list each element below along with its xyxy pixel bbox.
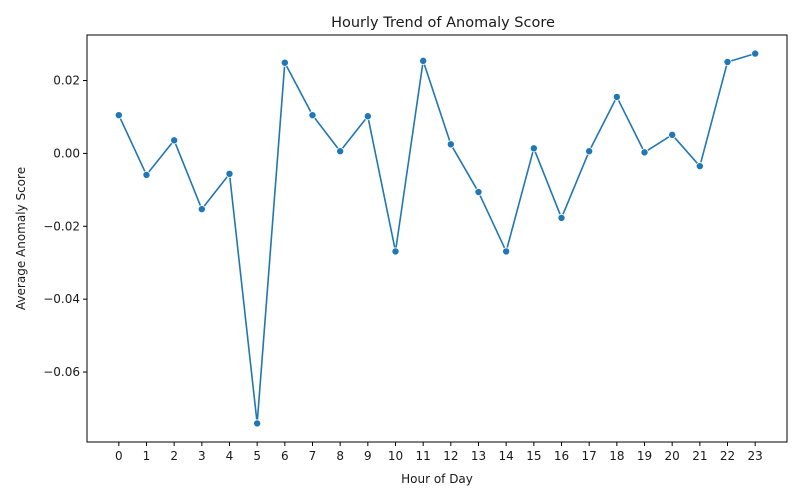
x-tick-label: 9: [364, 449, 372, 463]
x-tick-label: 8: [336, 449, 344, 463]
data-point-hour-20: [668, 130, 677, 139]
x-tick-label: 11: [416, 449, 431, 463]
x-tick-label: 19: [637, 449, 652, 463]
x-tick-label: 5: [253, 449, 261, 463]
data-point-hour-13: [474, 188, 483, 197]
y-tick-label: −0.02: [43, 219, 80, 233]
data-points: [114, 49, 760, 428]
data-point-hour-22: [723, 57, 732, 66]
data-point-hour-2: [170, 136, 179, 145]
data-point-hour-9: [363, 112, 372, 121]
x-tick-label: 10: [388, 449, 403, 463]
x-tick-label: 22: [720, 449, 735, 463]
data-point-hour-8: [336, 147, 345, 156]
data-point-hour-14: [502, 247, 511, 256]
x-tick-label: 7: [309, 449, 317, 463]
x-tick-label: 1: [143, 449, 151, 463]
x-tick-label: 2: [170, 449, 178, 463]
x-tick-label: 18: [609, 449, 624, 463]
plot-area-frame: [86, 34, 788, 443]
y-axis-label: Average Anomaly Score: [14, 167, 28, 310]
x-tick-label: 20: [665, 449, 680, 463]
x-tick-label: 3: [198, 449, 206, 463]
data-point-hour-4: [225, 169, 234, 178]
data-point-hour-16: [557, 213, 566, 222]
x-tick-label: 6: [281, 449, 289, 463]
data-point-hour-3: [197, 205, 206, 214]
x-tick-label: 21: [692, 449, 707, 463]
y-axis-ticks: −0.06 −0.04 −0.02 0.00 0.02: [43, 74, 87, 379]
x-axis-ticks: 0 1 2 3 4 5 6 7 8 9 10 11 12 13 14 15 16 17 18 19 20 21 22 23: [115, 442, 763, 463]
data-point-hour-0: [114, 111, 123, 120]
x-tick-label: 17: [582, 449, 597, 463]
x-tick-label: 4: [226, 449, 234, 463]
x-tick-label: 13: [471, 449, 486, 463]
data-point-hour-15: [529, 144, 538, 153]
x-tick-label: 23: [748, 449, 763, 463]
data-point-hour-10: [391, 247, 400, 256]
x-tick-label: 0: [115, 449, 123, 463]
data-point-hour-17: [585, 147, 594, 156]
data-point-hour-12: [446, 140, 455, 149]
data-point-hour-5: [253, 419, 262, 428]
series-line-anomaly-score: [118, 52, 756, 425]
y-tick-label: −0.06: [43, 365, 80, 379]
data-point-hour-6: [280, 58, 289, 67]
y-tick-label: 0.02: [53, 74, 80, 88]
chart-title: Hourly Trend of Anomaly Score: [331, 15, 555, 31]
y-tick-label: −0.04: [43, 292, 80, 306]
data-point-hour-18: [612, 92, 621, 101]
data-point-hour-19: [640, 148, 649, 157]
data-point-hour-7: [308, 111, 317, 120]
x-tick-label: 12: [443, 449, 458, 463]
data-point-hour-1: [142, 170, 151, 179]
x-tick-label: 16: [554, 449, 569, 463]
data-point-hour-23: [751, 49, 760, 58]
x-axis-label: Hour of Day: [401, 472, 473, 486]
y-tick-label: 0.00: [53, 146, 80, 160]
x-tick-label: 15: [526, 449, 541, 463]
x-tick-label: 14: [499, 449, 514, 463]
data-point-hour-21: [695, 162, 704, 171]
data-point-hour-11: [419, 56, 428, 65]
